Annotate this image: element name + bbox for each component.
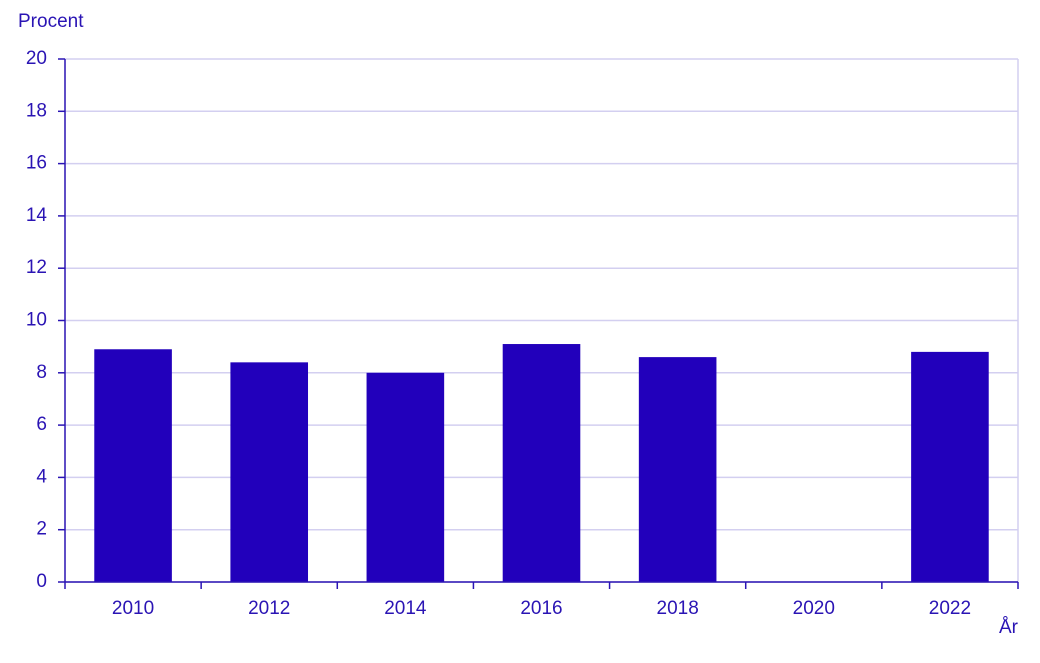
y-tick-label: 20 [26, 48, 47, 69]
bar [94, 349, 172, 582]
x-tick-label: 2016 [520, 598, 562, 619]
y-tick-label: 2 [36, 519, 47, 540]
y-tick-label: 0 [36, 571, 47, 592]
bar [230, 362, 309, 582]
y-tick-label: 12 [26, 257, 47, 278]
x-axis-label: År [999, 617, 1019, 638]
x-tick-label: 2014 [384, 598, 427, 619]
x-tick-label: 2020 [793, 598, 835, 619]
y-tick-label: 4 [36, 466, 47, 487]
bar [502, 344, 581, 582]
x-tick-label: 2022 [929, 598, 971, 619]
y-tick-label: 6 [36, 414, 47, 435]
y-tick-label: 10 [26, 310, 47, 331]
y-tick-label: 16 [26, 153, 47, 174]
x-tick-label: 2012 [248, 598, 290, 619]
y-axis-label: Procent [18, 11, 84, 32]
x-tick-label: 2018 [657, 598, 699, 619]
y-tick-label: 8 [36, 362, 47, 383]
bar [911, 351, 989, 582]
bar [638, 357, 717, 582]
x-tick-label: 2010 [112, 598, 154, 619]
y-tick-label: 18 [26, 100, 47, 121]
bar [366, 372, 445, 582]
y-tick-label: 14 [26, 205, 48, 226]
